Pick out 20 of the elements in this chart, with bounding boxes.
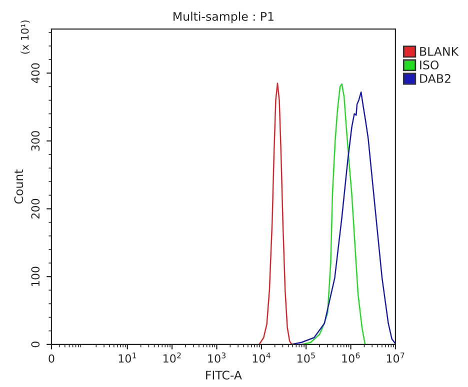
x-tick-label: 10$^{7}$: [386, 352, 404, 363]
legend-label: ISO: [420, 60, 439, 70]
x-tick-label: 10$^{5}$: [298, 352, 315, 363]
y-tick-label: 300: [31, 131, 40, 151]
x-tick-label: 10$^{2}$: [164, 352, 181, 363]
y-tick-label: 100: [31, 266, 40, 286]
y-tick-label: 0: [31, 342, 40, 348]
x-tick-label: 10$^{6}$: [342, 352, 360, 363]
chart-title: Multi-sample : P1: [174, 12, 274, 24]
legend-label: DAB2: [420, 74, 450, 83]
x-tick-label: 10$^{1}$: [118, 352, 136, 363]
x-tick-label: 10$^{4}$: [252, 352, 270, 363]
y-axis-title: Count: [14, 169, 24, 204]
y-tick-label: 200: [31, 198, 40, 219]
text: (x 10¹): [20, 20, 30, 54]
y-tick-label: 400: [31, 63, 40, 84]
legend-label: BLANK: [420, 47, 459, 56]
x-axis-title: FITC-A: [206, 370, 242, 380]
x-tick-label: 10$^{3}$: [208, 352, 226, 363]
x-tick-label: 0: [48, 354, 54, 363]
